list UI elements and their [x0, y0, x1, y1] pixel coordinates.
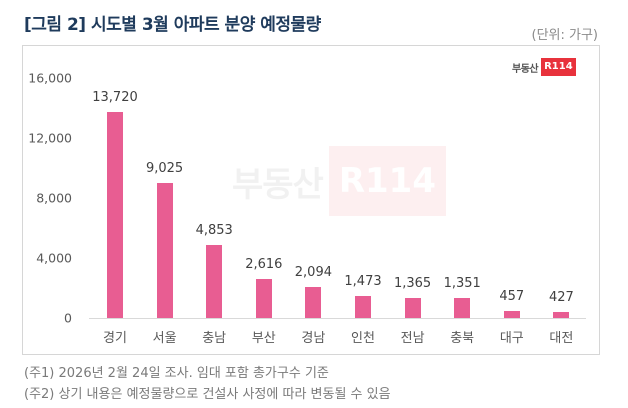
bar	[454, 297, 471, 318]
chart-title: [그림 2] 시도별 3월 아파트 분양 예정물량	[24, 15, 321, 35]
bar-value-label: 1,473	[344, 273, 382, 289]
x-category-label: 대전	[549, 331, 574, 346]
watermark: 부동산 R114	[232, 146, 446, 216]
y-tick-label: 0	[64, 310, 72, 326]
bar-value-label: 1,365	[393, 275, 432, 291]
r114-logo: 부동산 R114	[512, 58, 576, 76]
bar	[553, 311, 570, 318]
x-category-label: 전남	[400, 331, 425, 346]
y-tick-label: 4,000	[36, 250, 72, 266]
x-axis-baseline	[89, 318, 586, 319]
watermark-text: 부동산	[232, 164, 324, 205]
bar	[156, 182, 173, 318]
x-category-label: 부산	[251, 331, 276, 346]
bar-value-label: 427	[548, 289, 574, 305]
bar	[305, 286, 322, 318]
x-category-label: 대구	[499, 331, 524, 346]
bar	[255, 278, 272, 318]
bar	[404, 297, 421, 318]
bar-value-label: 1,351	[443, 275, 481, 291]
bar-value-label: 9,025	[145, 160, 184, 176]
watermark-badge: R114	[328, 146, 446, 216]
x-category-label: 서울	[152, 331, 177, 346]
chart-frame	[22, 45, 600, 355]
bar-value-label: 4,853	[195, 223, 233, 239]
bar	[107, 112, 123, 318]
x-category-label: 인천	[351, 331, 375, 346]
bar-value-label: 2,094	[294, 264, 332, 280]
y-tick-label: 8,000	[36, 190, 72, 206]
bar	[503, 311, 520, 318]
bar-value-label: 2,616	[245, 256, 283, 272]
logo-text: 부동산	[512, 63, 539, 75]
x-category-label: 경기	[103, 331, 127, 346]
footnote-2: (주2) 상기 내용은 예정물량으로 건설사 사정에 따라 변동될 수 있음	[24, 387, 391, 402]
bar	[355, 295, 371, 318]
y-tick-label: 12,000	[28, 130, 72, 146]
bar-value-label: 457	[499, 289, 525, 305]
bar	[206, 245, 223, 318]
bar-value-label: 13,720	[92, 90, 138, 106]
logo-badge: R114	[541, 58, 576, 76]
x-category-label: 경남	[301, 331, 326, 346]
unit-label: (단위: 가구)	[531, 28, 599, 43]
x-category-label: 충남	[202, 331, 227, 346]
x-category-label: 충북	[450, 331, 475, 346]
footnote-1: (주1) 2026년 2월 24일 조사. 임대 포함 총가구수 기준	[24, 366, 329, 381]
y-tick-label: 16,000	[28, 70, 72, 86]
